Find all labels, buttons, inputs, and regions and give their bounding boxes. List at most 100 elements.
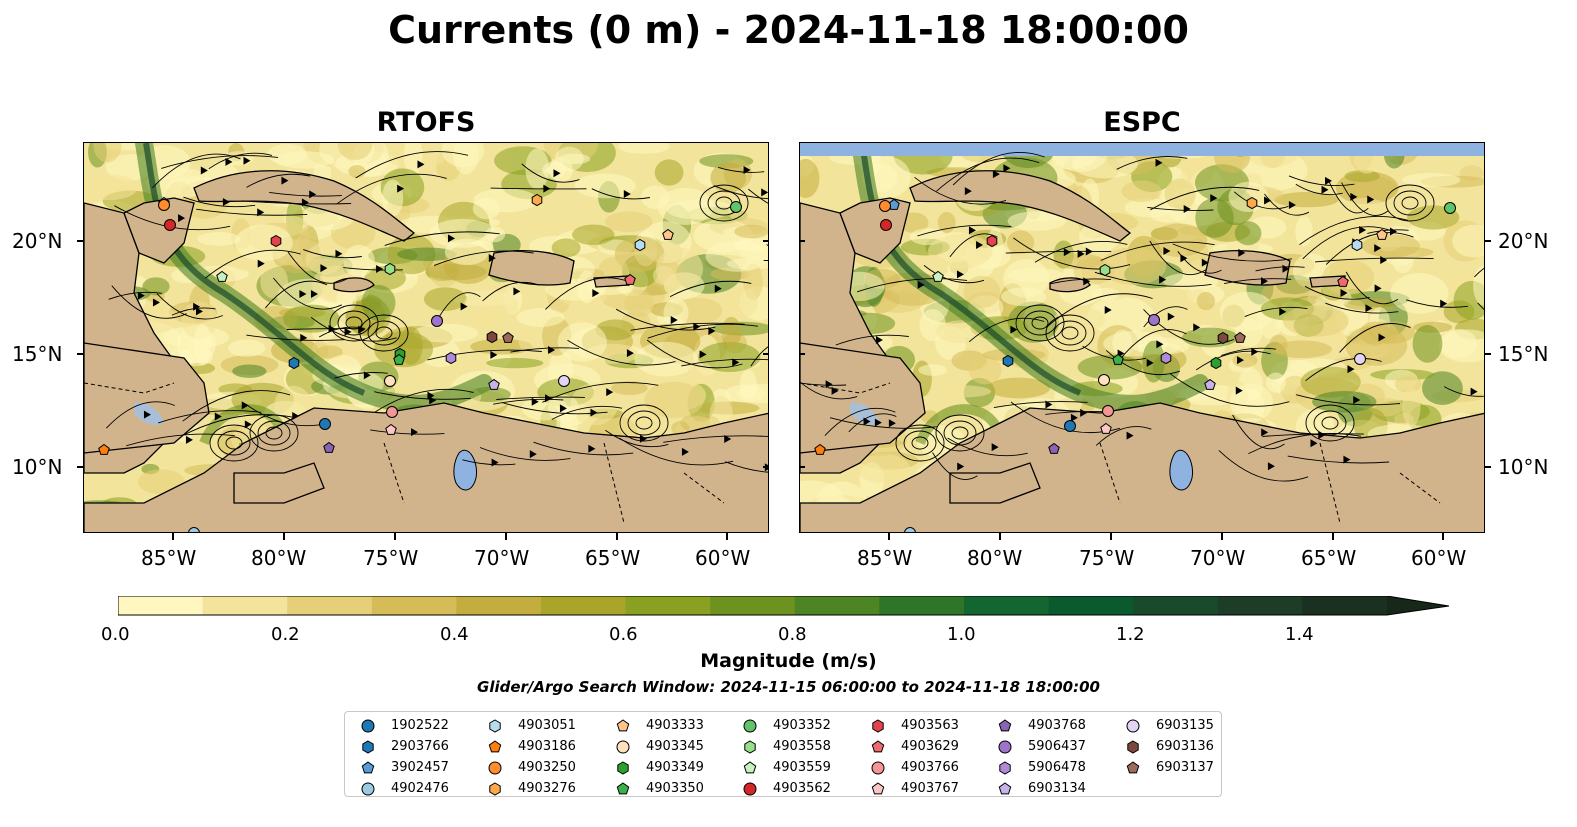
float-marker-4903345: [1098, 374, 1110, 386]
lake-maracaibo: [453, 450, 478, 491]
legend-marker-circle-icon: [743, 782, 757, 796]
legend-marker-pentagon-icon: [616, 719, 630, 732]
lon-label-65w-espc: 65°W: [1301, 546, 1357, 570]
legend-marker-circle-icon: [871, 761, 885, 775]
float-marker-6903136: [486, 330, 498, 344]
legend-label: 3902457: [391, 760, 449, 775]
map-rtofs-canvas: [84, 143, 768, 532]
colorbar-bin: [541, 596, 627, 615]
lon-label-80w-rtofs: 80°W: [251, 546, 307, 570]
lat-label-15n-left: 15°N: [12, 342, 63, 366]
legend-label: 4903276: [518, 781, 576, 796]
legend-marker-pentagon-icon: [871, 740, 885, 753]
float-marker-4903766: [1102, 405, 1114, 417]
colorbar-bin: [1217, 596, 1303, 615]
legend-marker-pentagon-icon: [361, 761, 375, 774]
float-marker-5906437: [431, 315, 443, 327]
colorbar-bin: [879, 596, 965, 615]
figure-title: Currents (0 m) - 2024-11-18 18:00:00: [388, 8, 1189, 52]
lon-label-75w-rtofs: 75°W: [363, 546, 419, 570]
colorbar-bin: [625, 596, 711, 615]
lat-label-20n-left: 20°N: [12, 229, 63, 253]
legend-label: 4903250: [518, 760, 576, 775]
float-marker-4903250: [879, 200, 891, 212]
float-marker-4903276: [1246, 196, 1258, 210]
float-marker-5906437: [1148, 314, 1160, 326]
float-marker-6903135: [1354, 353, 1366, 365]
legend-marker-pentagon-icon: [488, 740, 502, 753]
float-marker-4903559: [932, 270, 944, 282]
float-marker-5906478: [445, 351, 457, 365]
lon-label-75w-espc: 75°W: [1079, 546, 1135, 570]
legend-marker-hexagon-icon: [489, 782, 501, 796]
legend-marker-pentagon-icon: [1126, 761, 1140, 774]
legend-marker-circle-icon: [998, 740, 1012, 754]
legend-marker-shape: [616, 719, 630, 732]
lon-label-60w-rtofs: 60°W: [695, 546, 751, 570]
colorbar-tick-1-2: 1.2: [1116, 624, 1145, 645]
legend-label: 4903350: [646, 781, 704, 796]
float-marker-4903333: [662, 228, 674, 240]
colorbar-tick-1-0: 1.0: [947, 624, 976, 645]
legend-label: 6903134: [1028, 781, 1086, 796]
float-marker-4903352: [1444, 202, 1456, 214]
legend-marker-hexagon-icon: [999, 761, 1011, 775]
legend-marker-shape: [489, 782, 501, 796]
colorbar: [118, 596, 1450, 616]
lon-label-85w-rtofs: 85°W: [141, 546, 197, 570]
legend-label: 4903766: [901, 760, 959, 775]
legend-marker-hexagon-icon: [744, 740, 756, 754]
legend-label: 4902476: [391, 781, 449, 796]
legend-marker-shape: [617, 761, 629, 775]
lon-label-65w-rtofs: 65°W: [585, 546, 641, 570]
float-marker-4903350: [1112, 353, 1124, 365]
land: [84, 170, 768, 532]
colorbar-bin: [202, 596, 288, 615]
lat-label-15n-right: 15°N: [1498, 342, 1549, 366]
float-marker-4903352: [730, 201, 742, 213]
float-marker-4903558: [1099, 263, 1111, 277]
colorbar-bin: [118, 596, 204, 615]
legend-marker-pentagon-icon: [998, 782, 1012, 795]
float-marker-4902476: [904, 527, 916, 532]
colorbar-label: Magnitude (m/s): [700, 650, 877, 672]
float-marker-1902522: [1064, 420, 1076, 432]
legend-marker-circle-icon: [488, 761, 502, 775]
lat-label-10n-right: 10°N: [1498, 455, 1549, 479]
lat-label-10n-left: 10°N: [12, 455, 63, 479]
legend-marker-circle-icon: [743, 719, 757, 733]
legend-label: 5906478: [1028, 760, 1086, 775]
legend-marker-pentagon-icon: [743, 761, 757, 774]
legend-label: 4903768: [1028, 718, 1086, 733]
legend-marker-circle-icon: [1126, 719, 1140, 733]
legend-marker-shape: [361, 782, 375, 796]
axis-ticks: [77, 240, 1491, 540]
float-marker-2903766: [1002, 354, 1014, 368]
legend: 1902522 2903766 3902457 4902476 4903051 49031…: [344, 711, 1222, 797]
legend-label: 4903767: [901, 781, 959, 796]
legend-marker-circle-icon: [616, 740, 630, 754]
colorbar-bin: [287, 596, 373, 615]
legend-label: 4903629: [901, 739, 959, 754]
legend-marker-shape: [488, 761, 502, 775]
float-marker-2903766: [288, 356, 300, 370]
legend-marker-shape: [998, 740, 1012, 754]
no-data-strip: [800, 143, 1484, 156]
float-markers: [98, 193, 742, 532]
legend-label: 6903135: [1156, 718, 1214, 733]
float-markers: [814, 196, 1456, 532]
colorbar-bin: [371, 596, 457, 615]
colorbar-bin: [710, 596, 796, 615]
legend-label: 4903333: [646, 718, 704, 733]
legend-marker-shape: [1126, 761, 1140, 774]
colorbar-bin: [456, 596, 542, 615]
legend-marker-pentagon-icon: [871, 782, 885, 795]
legend-marker-hexagon-icon: [1127, 740, 1139, 754]
streamlines: [800, 151, 1484, 482]
float-marker-4903767: [1100, 422, 1112, 434]
lat-label-20n-right: 20°N: [1498, 229, 1549, 253]
legend-marker-circle-icon: [361, 782, 375, 796]
streamlines: [105, 151, 768, 473]
float-marker-6903137: [502, 331, 514, 343]
float-marker-4903345: [384, 375, 396, 387]
